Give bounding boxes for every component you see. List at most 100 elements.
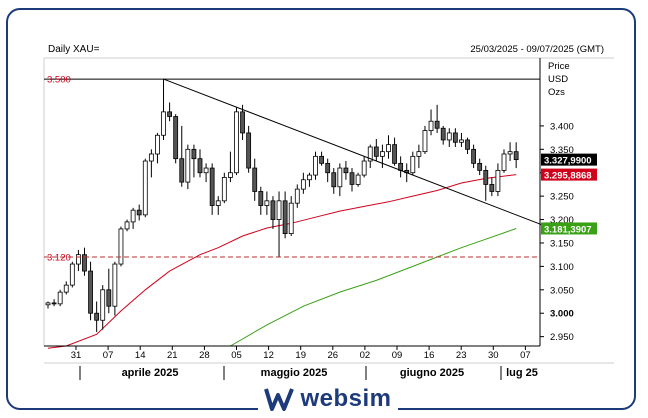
level-label: 3.500 bbox=[47, 75, 71, 86]
y-tick-label: 3.150 bbox=[550, 238, 574, 249]
candle bbox=[392, 137, 397, 166]
candle-body-down bbox=[191, 148, 197, 160]
red-ma-tag-box bbox=[541, 168, 597, 181]
candle-body-up bbox=[459, 139, 464, 143]
x-tick-label: 05 bbox=[231, 350, 242, 361]
candle-body-up bbox=[100, 289, 106, 321]
candle-body-up bbox=[294, 188, 300, 204]
candle bbox=[197, 149, 203, 178]
candle bbox=[88, 261, 93, 321]
candle-body-up bbox=[507, 151, 513, 155]
candle bbox=[331, 168, 337, 194]
candle-body-down bbox=[349, 172, 355, 185]
candle bbox=[155, 132, 160, 164]
candle bbox=[416, 144, 422, 169]
candle-body-up bbox=[215, 200, 221, 206]
candle bbox=[325, 158, 331, 183]
chart-title: Daily XAU= bbox=[48, 44, 100, 55]
current-price-tag-text: 3.327,9900 bbox=[544, 156, 592, 167]
candle-body-up bbox=[203, 167, 209, 174]
candle bbox=[227, 151, 233, 183]
month-label: lug 25 bbox=[506, 367, 538, 379]
candle bbox=[82, 247, 87, 276]
candle-body-down bbox=[434, 120, 440, 129]
candle bbox=[112, 261, 118, 316]
candle bbox=[489, 177, 495, 197]
candle-body-up bbox=[337, 167, 343, 188]
candle bbox=[209, 163, 215, 215]
candle-body-down bbox=[197, 158, 203, 174]
candle bbox=[343, 161, 349, 180]
candle-body-down bbox=[513, 151, 519, 161]
candle-body-up bbox=[185, 148, 191, 183]
candle bbox=[258, 186, 264, 215]
candle-body-up bbox=[148, 153, 154, 162]
candle bbox=[179, 125, 185, 187]
candle-body-up bbox=[428, 120, 434, 131]
candle bbox=[355, 172, 361, 187]
candle bbox=[167, 102, 173, 122]
y-tick-label: 3.100 bbox=[550, 262, 574, 273]
y-tick-label: 2.950 bbox=[550, 332, 574, 343]
candle bbox=[501, 149, 507, 173]
candle bbox=[349, 168, 355, 192]
candle bbox=[465, 137, 470, 154]
moving-average-red bbox=[47, 174, 517, 349]
y-tick-label: 3.400 bbox=[550, 121, 574, 132]
candle bbox=[300, 172, 306, 194]
candle bbox=[234, 107, 239, 176]
resistance-trendline bbox=[163, 78, 547, 228]
candle bbox=[203, 163, 209, 183]
candle bbox=[136, 204, 142, 221]
candle bbox=[118, 226, 124, 267]
y-tick-label: 3.200 bbox=[550, 215, 574, 226]
y-axis-title-line: USD bbox=[548, 74, 568, 85]
x-tick-label: 07 bbox=[520, 350, 531, 361]
y-axis-title-line: Ozs bbox=[548, 87, 565, 98]
candle bbox=[100, 285, 106, 330]
candle bbox=[398, 156, 404, 178]
candle-body-up bbox=[76, 254, 81, 265]
candle-body-up bbox=[355, 174, 361, 185]
candle-body-up bbox=[276, 200, 282, 220]
candle bbox=[477, 158, 483, 176]
candle bbox=[367, 144, 373, 169]
candle-body-up bbox=[124, 221, 130, 230]
candle bbox=[313, 151, 318, 180]
red-ma-tag-text: 3.295,8868 bbox=[544, 171, 592, 182]
candle bbox=[69, 261, 75, 288]
candle-body-up bbox=[234, 111, 239, 174]
candle bbox=[307, 172, 312, 187]
candle bbox=[148, 149, 154, 178]
candle-body-up bbox=[45, 302, 51, 306]
logo-text: websim bbox=[300, 385, 392, 412]
y-tick-label: 3.000 bbox=[550, 309, 574, 320]
candle-body-up bbox=[300, 179, 306, 190]
candle-body-up bbox=[227, 172, 233, 178]
y-tick-label: 3.350 bbox=[550, 145, 574, 156]
x-tick-label: 31 bbox=[71, 350, 82, 361]
candle bbox=[459, 132, 464, 147]
candle bbox=[507, 142, 513, 162]
candle-body-up bbox=[264, 200, 270, 206]
candle bbox=[428, 109, 434, 136]
x-tick-label: 12 bbox=[263, 350, 274, 361]
candle bbox=[440, 125, 446, 145]
candle bbox=[94, 301, 100, 332]
candle-body-up bbox=[416, 151, 422, 157]
candle bbox=[130, 207, 136, 229]
candle-body-up bbox=[118, 228, 124, 265]
candle bbox=[185, 144, 191, 190]
candle-body-down bbox=[319, 155, 325, 164]
green-ma-tag-text: 3.181,3907 bbox=[544, 224, 592, 235]
candle-body-down bbox=[167, 111, 173, 117]
candle-body-down bbox=[51, 302, 57, 305]
candle bbox=[270, 196, 276, 229]
candle bbox=[215, 196, 221, 215]
candle bbox=[495, 163, 501, 197]
x-tick-label: 16 bbox=[424, 350, 435, 361]
x-tick-label: 14 bbox=[135, 350, 146, 361]
x-tick-label: 07 bbox=[103, 350, 114, 361]
candle-body-up bbox=[446, 132, 452, 141]
